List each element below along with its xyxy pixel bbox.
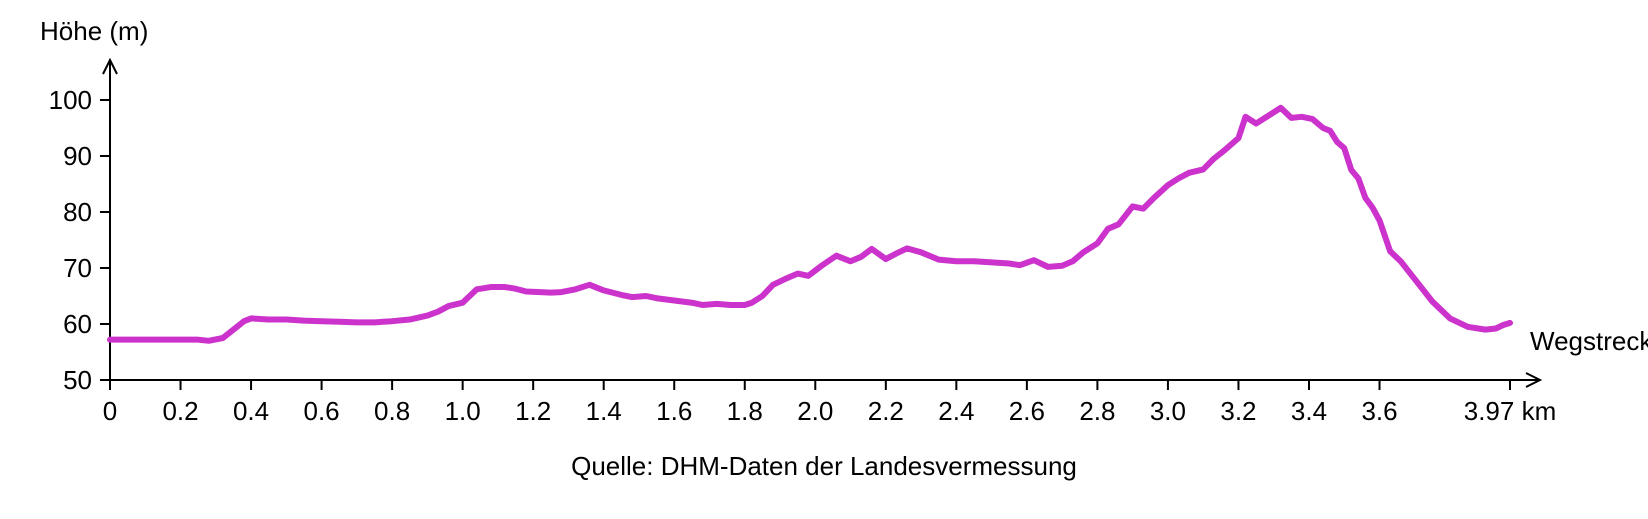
x-tick-label: 3.0 [1150, 396, 1186, 426]
x-tick-label: 0.4 [233, 396, 269, 426]
x-tick-label: 0 [103, 396, 117, 426]
x-tick-label: 3.4 [1291, 396, 1327, 426]
x-tick-label: 3.97 km [1464, 396, 1557, 426]
x-tick-label: 0.8 [374, 396, 410, 426]
x-tick-label: 2.4 [938, 396, 974, 426]
x-tick-label: 2.6 [1009, 396, 1045, 426]
y-axis-title: Höhe (m) [40, 16, 148, 46]
y-tick-label: 90 [63, 141, 92, 171]
y-tick-label: 70 [63, 253, 92, 283]
x-tick-label: 0.6 [304, 396, 340, 426]
x-tick-label: 2.8 [1079, 396, 1115, 426]
chart-svg: 50 60 70 80 90 100 0 0.2 0.4 0.6 0.8 1.0 1.2 1.4 1.6 1.… [0, 0, 1648, 519]
x-tick-label: 2.2 [868, 396, 904, 426]
x-axis-title: Wegstrecke [1530, 326, 1648, 356]
x-tick-label: 1.0 [445, 396, 481, 426]
x-tick-label: 2.0 [797, 396, 833, 426]
x-tick-label: 1.4 [586, 396, 622, 426]
y-tick-label: 60 [63, 309, 92, 339]
x-tick-label: 1.6 [656, 396, 692, 426]
y-tick-label: 50 [63, 365, 92, 395]
y-tick-label: 80 [63, 197, 92, 227]
source-caption: Quelle: DHM-Daten der Landesvermessung [571, 451, 1077, 481]
x-tick-label: 3.2 [1220, 396, 1256, 426]
x-tick-label: 1.2 [515, 396, 551, 426]
x-tick-label: 1.8 [727, 396, 763, 426]
elevation-line [110, 108, 1510, 341]
x-tick-label: 3.6 [1361, 396, 1397, 426]
elevation-profile-chart: 50 60 70 80 90 100 0 0.2 0.4 0.6 0.8 1.0 1.2 1.4 1.6 1.… [0, 0, 1648, 519]
x-tick-label: 0.2 [162, 396, 198, 426]
y-tick-label: 100 [49, 85, 92, 115]
